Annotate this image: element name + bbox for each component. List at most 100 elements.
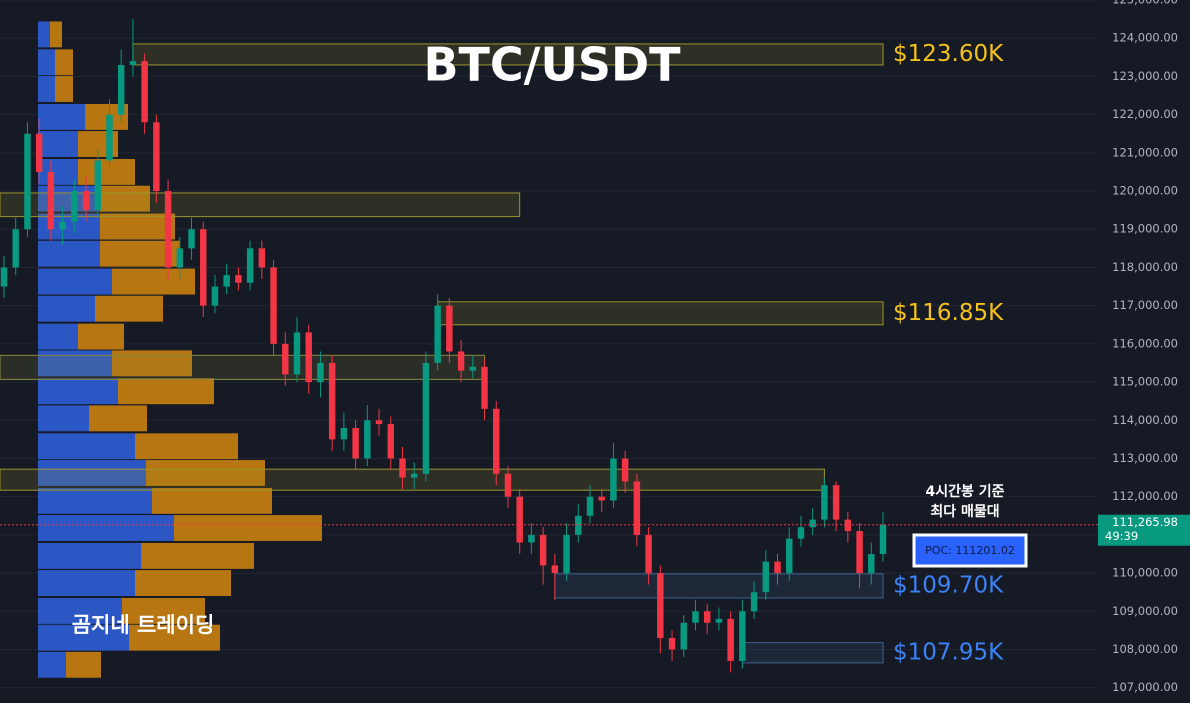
candle-body — [504, 473, 512, 497]
candle-body — [317, 362, 324, 383]
profile-buy — [38, 651, 66, 678]
profile-sell — [78, 323, 124, 350]
y-tick-label: 112,000.00 — [1112, 489, 1178, 503]
candle-body — [352, 427, 359, 459]
profile-buy — [38, 213, 100, 240]
candle-body — [774, 561, 781, 574]
candle-body — [153, 122, 160, 192]
profile-buy — [38, 460, 146, 486]
profile-sell — [129, 624, 220, 651]
profile-sell — [141, 542, 254, 569]
watermark: 곰지네 트레이딩 — [72, 613, 215, 637]
candle-body — [680, 622, 687, 650]
profile-buy — [38, 49, 55, 76]
candle-body — [434, 305, 441, 363]
candle-body — [692, 611, 699, 623]
chart-title: BTC/USDT — [423, 38, 681, 92]
profile-sell — [50, 21, 62, 48]
profile-buy — [38, 158, 78, 185]
zone-label: $123.60K — [893, 41, 1004, 67]
y-tick-label: 122,000.00 — [1112, 107, 1178, 121]
candle-body — [82, 191, 90, 211]
y-tick-label: 110,000.00 — [1112, 566, 1178, 580]
candle-body — [270, 267, 277, 344]
candle-body — [223, 275, 230, 287]
profile-sell — [66, 651, 101, 678]
profile-sell — [100, 185, 150, 212]
profile-buy — [38, 323, 78, 350]
candle-body — [786, 538, 793, 574]
candle-body — [703, 611, 711, 623]
candle-body — [879, 524, 887, 554]
profile-sell — [135, 570, 231, 596]
y-tick-label: 118,000.00 — [1112, 260, 1178, 274]
profile-buy — [38, 624, 129, 651]
candle-body — [235, 275, 242, 283]
candle-body — [364, 420, 371, 459]
profile-sell — [152, 487, 272, 514]
candle-body — [47, 171, 55, 230]
candle-body — [59, 221, 66, 230]
zone — [741, 642, 884, 664]
candle-body — [528, 534, 535, 543]
candle-body — [0, 267, 8, 287]
zone — [0, 354, 486, 380]
candle-body — [258, 248, 266, 268]
candle-body — [328, 362, 336, 440]
profile-buy — [38, 405, 89, 432]
profile-buy — [38, 487, 152, 514]
candle-body — [621, 458, 629, 482]
candle-body — [399, 458, 406, 478]
profile-sell — [89, 405, 147, 432]
annotation: 최다 매물대 — [930, 504, 999, 520]
candle-body — [375, 420, 383, 425]
candle-body — [809, 519, 816, 528]
y-tick-label: 117,000.00 — [1112, 298, 1178, 312]
zone-label: $107.95K — [893, 639, 1004, 665]
y-tick-label: 123,000.00 — [1112, 69, 1178, 83]
y-tick-label: 108,000.00 — [1112, 642, 1178, 656]
candle-body — [821, 485, 828, 520]
candle-body — [516, 496, 523, 543]
candle-body — [575, 515, 582, 535]
profile-sell — [146, 460, 265, 486]
candle-body — [539, 534, 547, 566]
profile-buy — [38, 570, 135, 596]
candle-body — [293, 332, 301, 375]
candle-body — [469, 366, 477, 371]
profile-sell — [95, 295, 163, 322]
profile-sell — [112, 268, 195, 295]
zone — [554, 573, 884, 599]
candle-body — [35, 133, 43, 172]
zones — [0, 43, 884, 664]
profile-sell — [118, 378, 214, 405]
candle-body — [586, 496, 594, 516]
profile-buy — [38, 103, 85, 130]
candle-body — [598, 496, 605, 501]
profile-buy — [38, 268, 112, 295]
candle-body — [117, 64, 125, 115]
profile-sell — [174, 515, 322, 541]
profile-sell — [55, 49, 73, 76]
candle-body — [200, 229, 207, 306]
profile-buy — [38, 131, 78, 157]
zone-label: $109.70K — [893, 572, 1004, 598]
candle-body — [24, 133, 31, 230]
candle-body — [188, 229, 195, 249]
candle-body — [141, 61, 148, 123]
candle-body — [94, 160, 101, 211]
candle-body — [832, 485, 840, 520]
candle-body — [868, 553, 875, 574]
zone-label: $116.85K — [893, 300, 1004, 326]
candle-body — [129, 61, 137, 65]
zone — [0, 192, 521, 218]
volume-profile — [38, 21, 322, 678]
profile-sell — [100, 213, 175, 240]
profile-buy — [38, 378, 118, 405]
y-tick-label: 124,000.00 — [1112, 31, 1178, 45]
candle-body — [844, 519, 852, 532]
candle-body — [739, 611, 746, 661]
y-tick-label: 115,000.00 — [1112, 375, 1178, 389]
candle-body — [481, 366, 488, 409]
